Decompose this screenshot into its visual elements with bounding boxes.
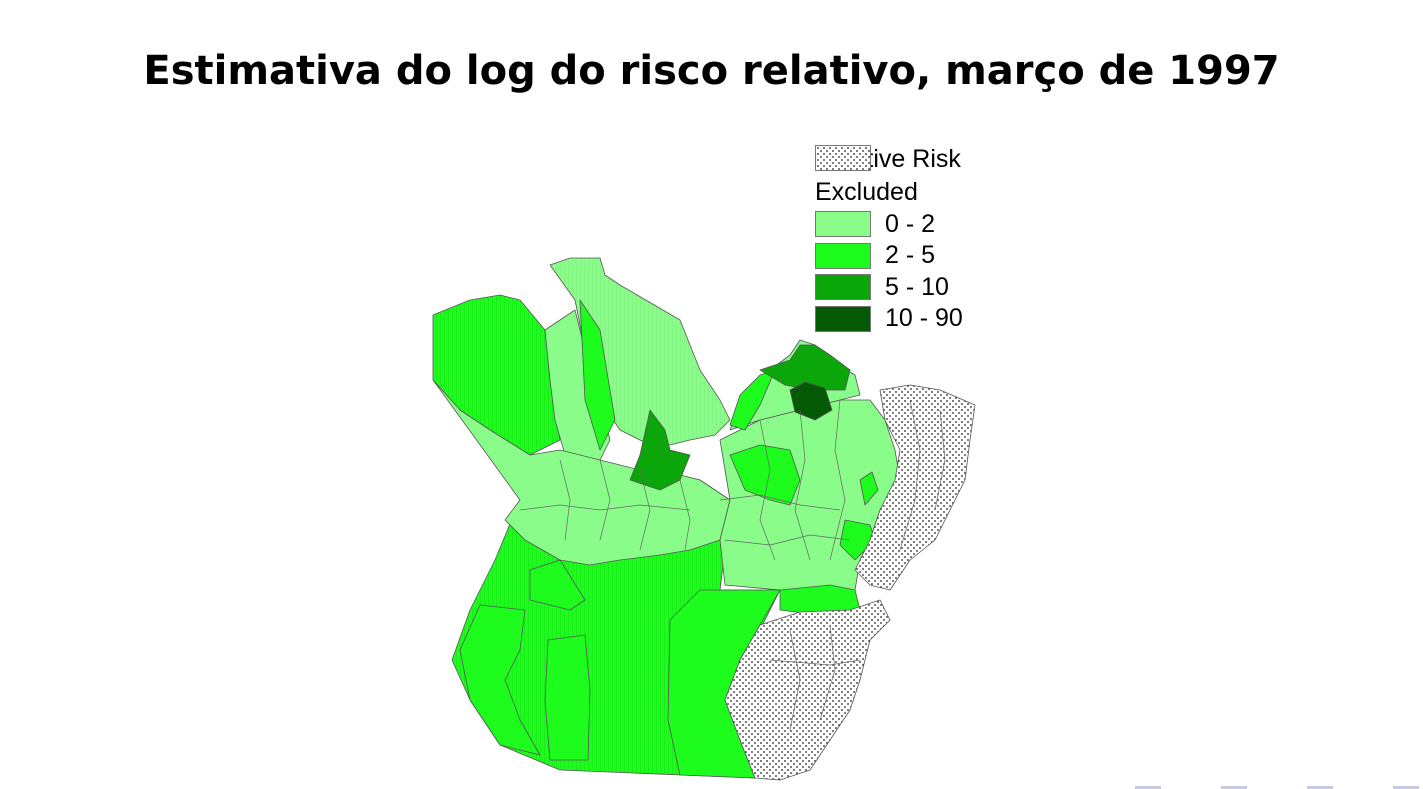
legend-item-excluded: Excluded	[815, 145, 963, 209]
region-east-3	[859, 471, 879, 506]
legend-swatch-10-90	[815, 305, 871, 332]
nav-end-icon[interactable]	[1393, 786, 1419, 789]
legend-label-0-2: 0 - 2	[885, 209, 936, 238]
legend-swatch-5-10	[815, 274, 871, 301]
legend-label-2-5: 2 - 5	[885, 241, 936, 270]
legend-swatch-excluded	[815, 145, 871, 171]
legend-label-excluded: Excluded	[815, 178, 918, 207]
legend-swatch-0-2	[815, 211, 871, 238]
legend-swatch-2-5	[815, 242, 871, 269]
page-title: Estimativa do log do risco relativo, mar…	[143, 48, 1280, 94]
region-south-mid-3	[529, 559, 586, 611]
legend-label-10-90: 10 - 90	[885, 304, 963, 333]
nav-next-icon[interactable]	[1307, 786, 1333, 789]
region-south-mid-2	[544, 634, 591, 761]
nav-section-icon[interactable]	[1221, 786, 1247, 789]
map-legend: Relative Risk Excluded 0 - 2 2 - 5 5 - 1…	[815, 145, 963, 335]
region-northeast-darkest	[789, 381, 833, 421]
nav-prev-icon[interactable]	[1135, 786, 1161, 789]
legend-label-5-10: 5 - 10	[885, 272, 949, 301]
region-north-3	[579, 299, 616, 451]
legend-item-2-5: 2 - 5	[815, 240, 963, 272]
legend-item-10-90: 10 - 90	[815, 303, 963, 335]
region-north-west	[432, 294, 561, 456]
legend-item-5-10: 5 - 10	[815, 272, 963, 304]
region-excluded-south	[724, 599, 891, 781]
region-south-mid-1	[459, 604, 541, 756]
slide-navigation[interactable]	[1135, 781, 1419, 789]
region-excluded-east	[854, 384, 976, 591]
legend-item-0-2: 0 - 2	[815, 209, 963, 241]
